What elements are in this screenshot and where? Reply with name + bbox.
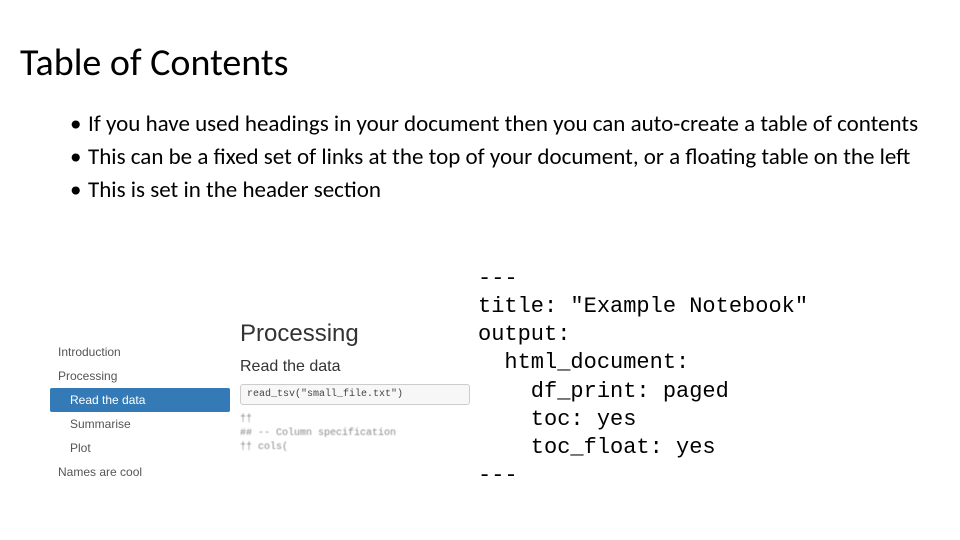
lower-row: Introduction Processing Read the data Su… <box>50 300 940 490</box>
bullet-item: This can be a fixed set of links at the … <box>70 143 920 172</box>
yaml-line: --- <box>478 463 518 488</box>
doc-heading-1: Processing <box>240 320 470 348</box>
yaml-line: toc: yes <box>478 407 636 432</box>
toc-item-processing: Processing <box>50 364 230 388</box>
yaml-line: html_document: <box>478 350 689 375</box>
yaml-header-code: --- title: "Example Notebook" output: ht… <box>478 265 940 490</box>
bullet-item: If you have used headings in your docume… <box>70 110 920 139</box>
bullet-item: This is set in the header section <box>70 176 920 205</box>
yaml-line: toc_float: yes <box>478 435 716 460</box>
yaml-line: --- <box>478 266 518 291</box>
toc-item-introduction: Introduction <box>50 340 230 364</box>
yaml-line: output: <box>478 322 570 347</box>
output-line: ## -- Column specification <box>240 427 470 441</box>
slide-title: Table of Contents <box>20 40 920 86</box>
code-output: †† ## -- Column specification †† cols( <box>240 413 470 455</box>
yaml-line: title: "Example Notebook" <box>478 294 808 319</box>
output-line: †† <box>240 413 470 427</box>
doc-heading-2: Read the data <box>240 358 470 376</box>
yaml-line: df_print: paged <box>478 379 729 404</box>
floating-toc-mock: Introduction Processing Read the data Su… <box>50 340 230 490</box>
toc-item-summarise: Summarise <box>50 412 230 436</box>
bullet-list: If you have used headings in your docume… <box>70 110 920 204</box>
code-block: read_tsv("small_file.txt") <box>240 384 470 405</box>
toc-item-names-are-cool: Names are cool <box>50 460 230 484</box>
toc-item-read-the-data: Read the data <box>50 388 230 412</box>
toc-item-plot: Plot <box>50 436 230 460</box>
slide: Table of Contents If you have used headi… <box>0 0 960 540</box>
rendered-document-mock: Processing Read the data read_tsv("small… <box>240 320 470 490</box>
output-line: †† cols( <box>240 441 470 455</box>
